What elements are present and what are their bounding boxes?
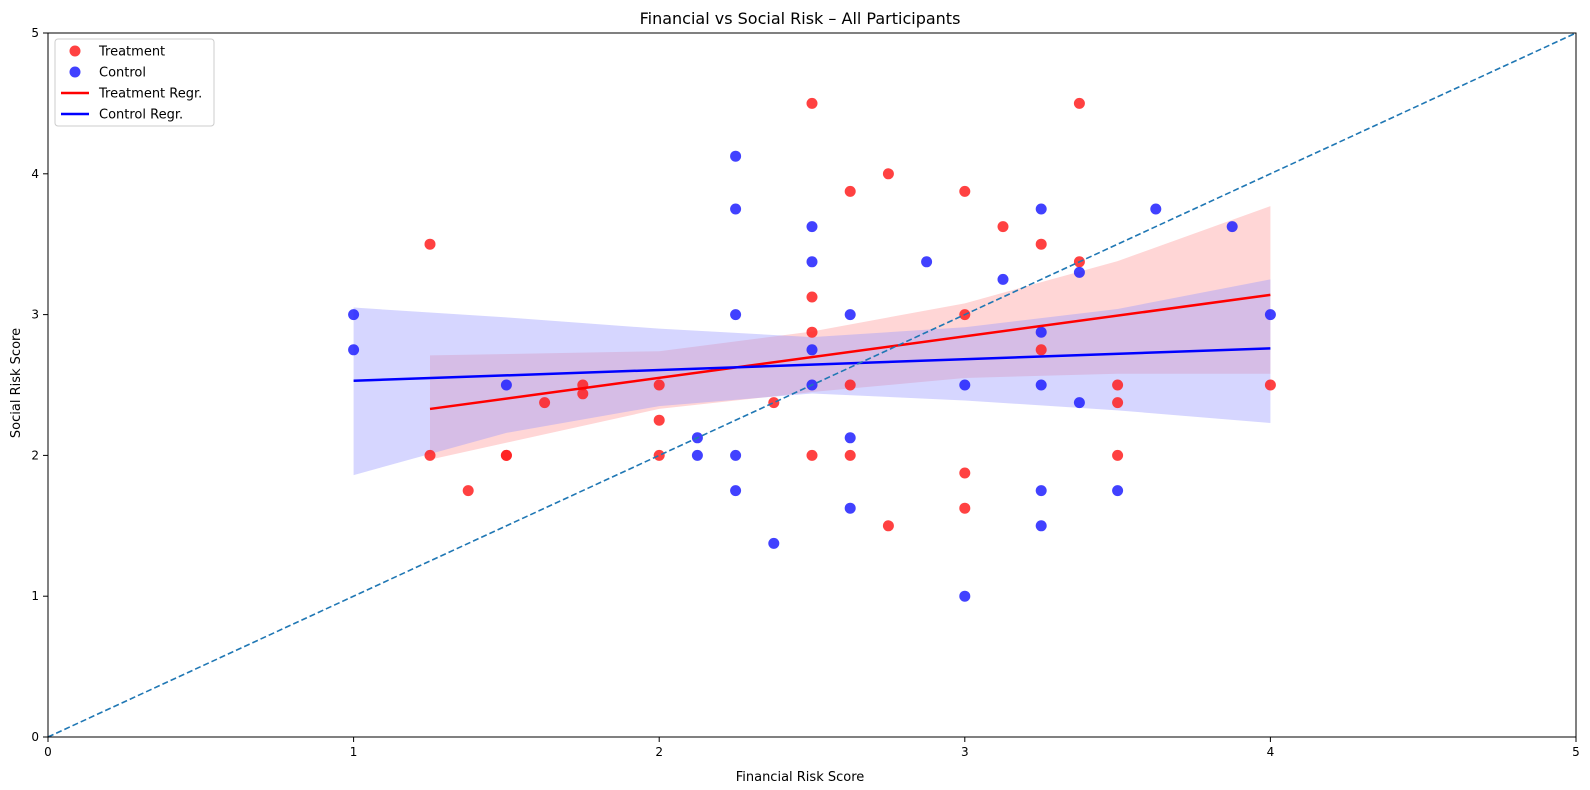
treatment-point [462, 485, 474, 497]
control-point [730, 309, 742, 321]
control-point [806, 256, 818, 268]
control-point [1035, 485, 1047, 497]
treatment-point [882, 168, 894, 180]
treatment-point [1112, 449, 1124, 461]
control-point [500, 379, 512, 391]
treatment-point [539, 397, 551, 409]
control-point [1035, 203, 1047, 215]
y-axis-label: Social Risk Score [9, 328, 24, 438]
treatment-point [653, 414, 665, 426]
control-point [730, 203, 742, 215]
x-tick-label: 4 [1267, 745, 1275, 759]
control-point [806, 344, 818, 356]
treatment-point [844, 185, 856, 197]
treatment-point [1035, 344, 1047, 356]
treatment-point [806, 291, 818, 303]
control-regression-line [353, 347, 1271, 383]
legend-label: Control Regr. [99, 108, 183, 123]
control-point [1035, 326, 1047, 338]
control-point [691, 449, 703, 461]
treatment-point [1264, 379, 1276, 391]
x-tick-label: 5 [1572, 745, 1580, 759]
y-tick-label: 2 [31, 448, 39, 462]
treatment-point [882, 520, 894, 532]
treatment-point [424, 238, 436, 250]
control-point [1035, 379, 1047, 391]
control-point [844, 309, 856, 321]
identity-dashed-line [47, 32, 1577, 738]
control-point [1035, 520, 1047, 532]
treatment-point [959, 467, 971, 479]
treatment-point [806, 326, 818, 338]
treatment-point [768, 397, 780, 409]
control-point [844, 502, 856, 514]
treatment-point [1112, 397, 1124, 409]
control-point [1073, 397, 1085, 409]
legend: Treatment Control Treatment Regr. Control R… [54, 38, 215, 127]
x-tick-label: 2 [655, 745, 663, 759]
x-tick-label: 1 [350, 745, 358, 759]
control-point [768, 537, 780, 549]
treatment-regression-line [429, 293, 1271, 411]
chart-title: Financial vs Social Risk – All Participa… [640, 9, 961, 28]
treatment-point [844, 379, 856, 391]
data-points [348, 97, 1276, 602]
treatment-point [577, 388, 589, 400]
legend-box [54, 38, 215, 127]
control-point [730, 150, 742, 162]
control-point [806, 221, 818, 233]
treatment-point [1035, 238, 1047, 250]
control-point [921, 256, 933, 268]
legend-label: Treatment Regr. [98, 87, 202, 102]
x-tick-label: 3 [961, 745, 969, 759]
legend-label: Treatment [98, 45, 165, 60]
treatment-point [1073, 97, 1085, 109]
treatment-point [959, 502, 971, 514]
treatment-point [653, 379, 665, 391]
treatment-point [997, 221, 1009, 233]
treatment-point [806, 449, 818, 461]
treatment-point [500, 449, 512, 461]
y-tick-label: 1 [31, 589, 39, 603]
treatment-point [806, 97, 818, 109]
x-axis-ticks: 0 1 2 3 4 5 [44, 737, 1580, 759]
control-point [1112, 485, 1124, 497]
x-tick-label: 0 [44, 745, 52, 759]
control-point [730, 449, 742, 461]
treatment-point [424, 449, 436, 461]
legend-marker [69, 45, 81, 57]
y-axis-ticks: 0 1 2 3 4 5 [31, 26, 48, 744]
y-tick-label: 0 [31, 730, 39, 744]
treatment-point [959, 185, 971, 197]
control-point [1226, 221, 1238, 233]
treatment-point [653, 449, 665, 461]
control-point [959, 590, 971, 602]
control-point [1264, 309, 1276, 321]
x-axis-label: Financial Risk Score [736, 770, 865, 785]
plot-frame [47, 32, 1577, 738]
treatment-point [844, 449, 856, 461]
y-tick-label: 4 [31, 167, 39, 181]
legend-marker [69, 66, 81, 78]
control-point [844, 432, 856, 444]
control-point [348, 309, 360, 321]
control-point [997, 273, 1009, 285]
legend-label: Control [99, 66, 146, 81]
treatment-ci-band [430, 206, 1271, 460]
regression-lines [47, 32, 1577, 738]
control-point [730, 485, 742, 497]
y-tick-label: 5 [31, 26, 39, 40]
treatment-point [1112, 379, 1124, 391]
control-point [1150, 203, 1162, 215]
control-point [959, 379, 971, 391]
control-point [348, 344, 360, 356]
y-tick-label: 3 [31, 308, 39, 322]
control-point [1073, 266, 1085, 278]
